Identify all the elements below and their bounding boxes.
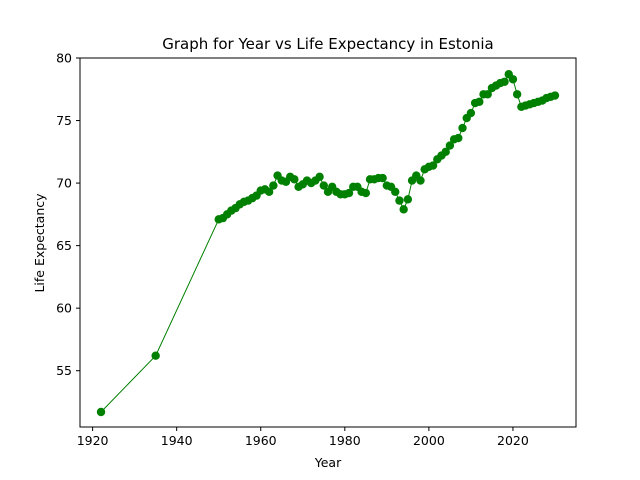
y-tick-label: 65 bbox=[56, 238, 72, 253]
data-point bbox=[508, 75, 518, 84]
data-point bbox=[458, 123, 467, 133]
data-point bbox=[391, 187, 400, 197]
data-point bbox=[550, 91, 560, 100]
data-point bbox=[264, 187, 274, 197]
data-point bbox=[512, 90, 522, 99]
data-point bbox=[403, 195, 413, 204]
x-tick-label: 1920 bbox=[77, 433, 109, 448]
data-point bbox=[399, 205, 408, 214]
data-point bbox=[466, 108, 476, 118]
x-tick-label: 2020 bbox=[497, 433, 529, 448]
y-tick-label: 70 bbox=[56, 176, 72, 191]
y-tick-label: 60 bbox=[56, 301, 72, 316]
plot-frame bbox=[79, 57, 577, 428]
data-point bbox=[361, 188, 371, 198]
data-point bbox=[96, 407, 106, 417]
data-point bbox=[416, 176, 425, 185]
data-point bbox=[395, 196, 404, 205]
y-tick-label: 80 bbox=[56, 51, 72, 66]
x-axis-title: Year bbox=[314, 455, 342, 470]
data-point bbox=[441, 147, 450, 157]
data-point bbox=[475, 97, 484, 106]
y-axis-title: Life Expectancy bbox=[32, 193, 47, 293]
data-point bbox=[319, 181, 328, 190]
x-tick-label: 1980 bbox=[329, 433, 361, 448]
data-point bbox=[151, 351, 160, 360]
data-point bbox=[454, 133, 463, 143]
chart-title: Graph for Year vs Life Expectancy in Est… bbox=[162, 35, 493, 53]
plot-area: 1920 1940 1960 1980 2000 2020 55 60 65 70 75 80 bbox=[56, 51, 577, 448]
data-point bbox=[483, 90, 492, 99]
data-point bbox=[315, 172, 324, 182]
data-point bbox=[378, 173, 387, 183]
y-tick-label: 75 bbox=[56, 113, 72, 128]
x-tick-label: 1940 bbox=[161, 433, 193, 448]
y-tick-label: 55 bbox=[56, 363, 72, 378]
x-tick-label: 2000 bbox=[413, 433, 445, 448]
data-point bbox=[445, 141, 455, 150]
data-point bbox=[428, 161, 438, 170]
data-point bbox=[344, 188, 354, 198]
series-line bbox=[100, 73, 556, 413]
x-tick-label: 1960 bbox=[245, 433, 277, 448]
data-point bbox=[290, 175, 299, 184]
data-point bbox=[500, 77, 509, 86]
data-point bbox=[269, 181, 278, 190]
